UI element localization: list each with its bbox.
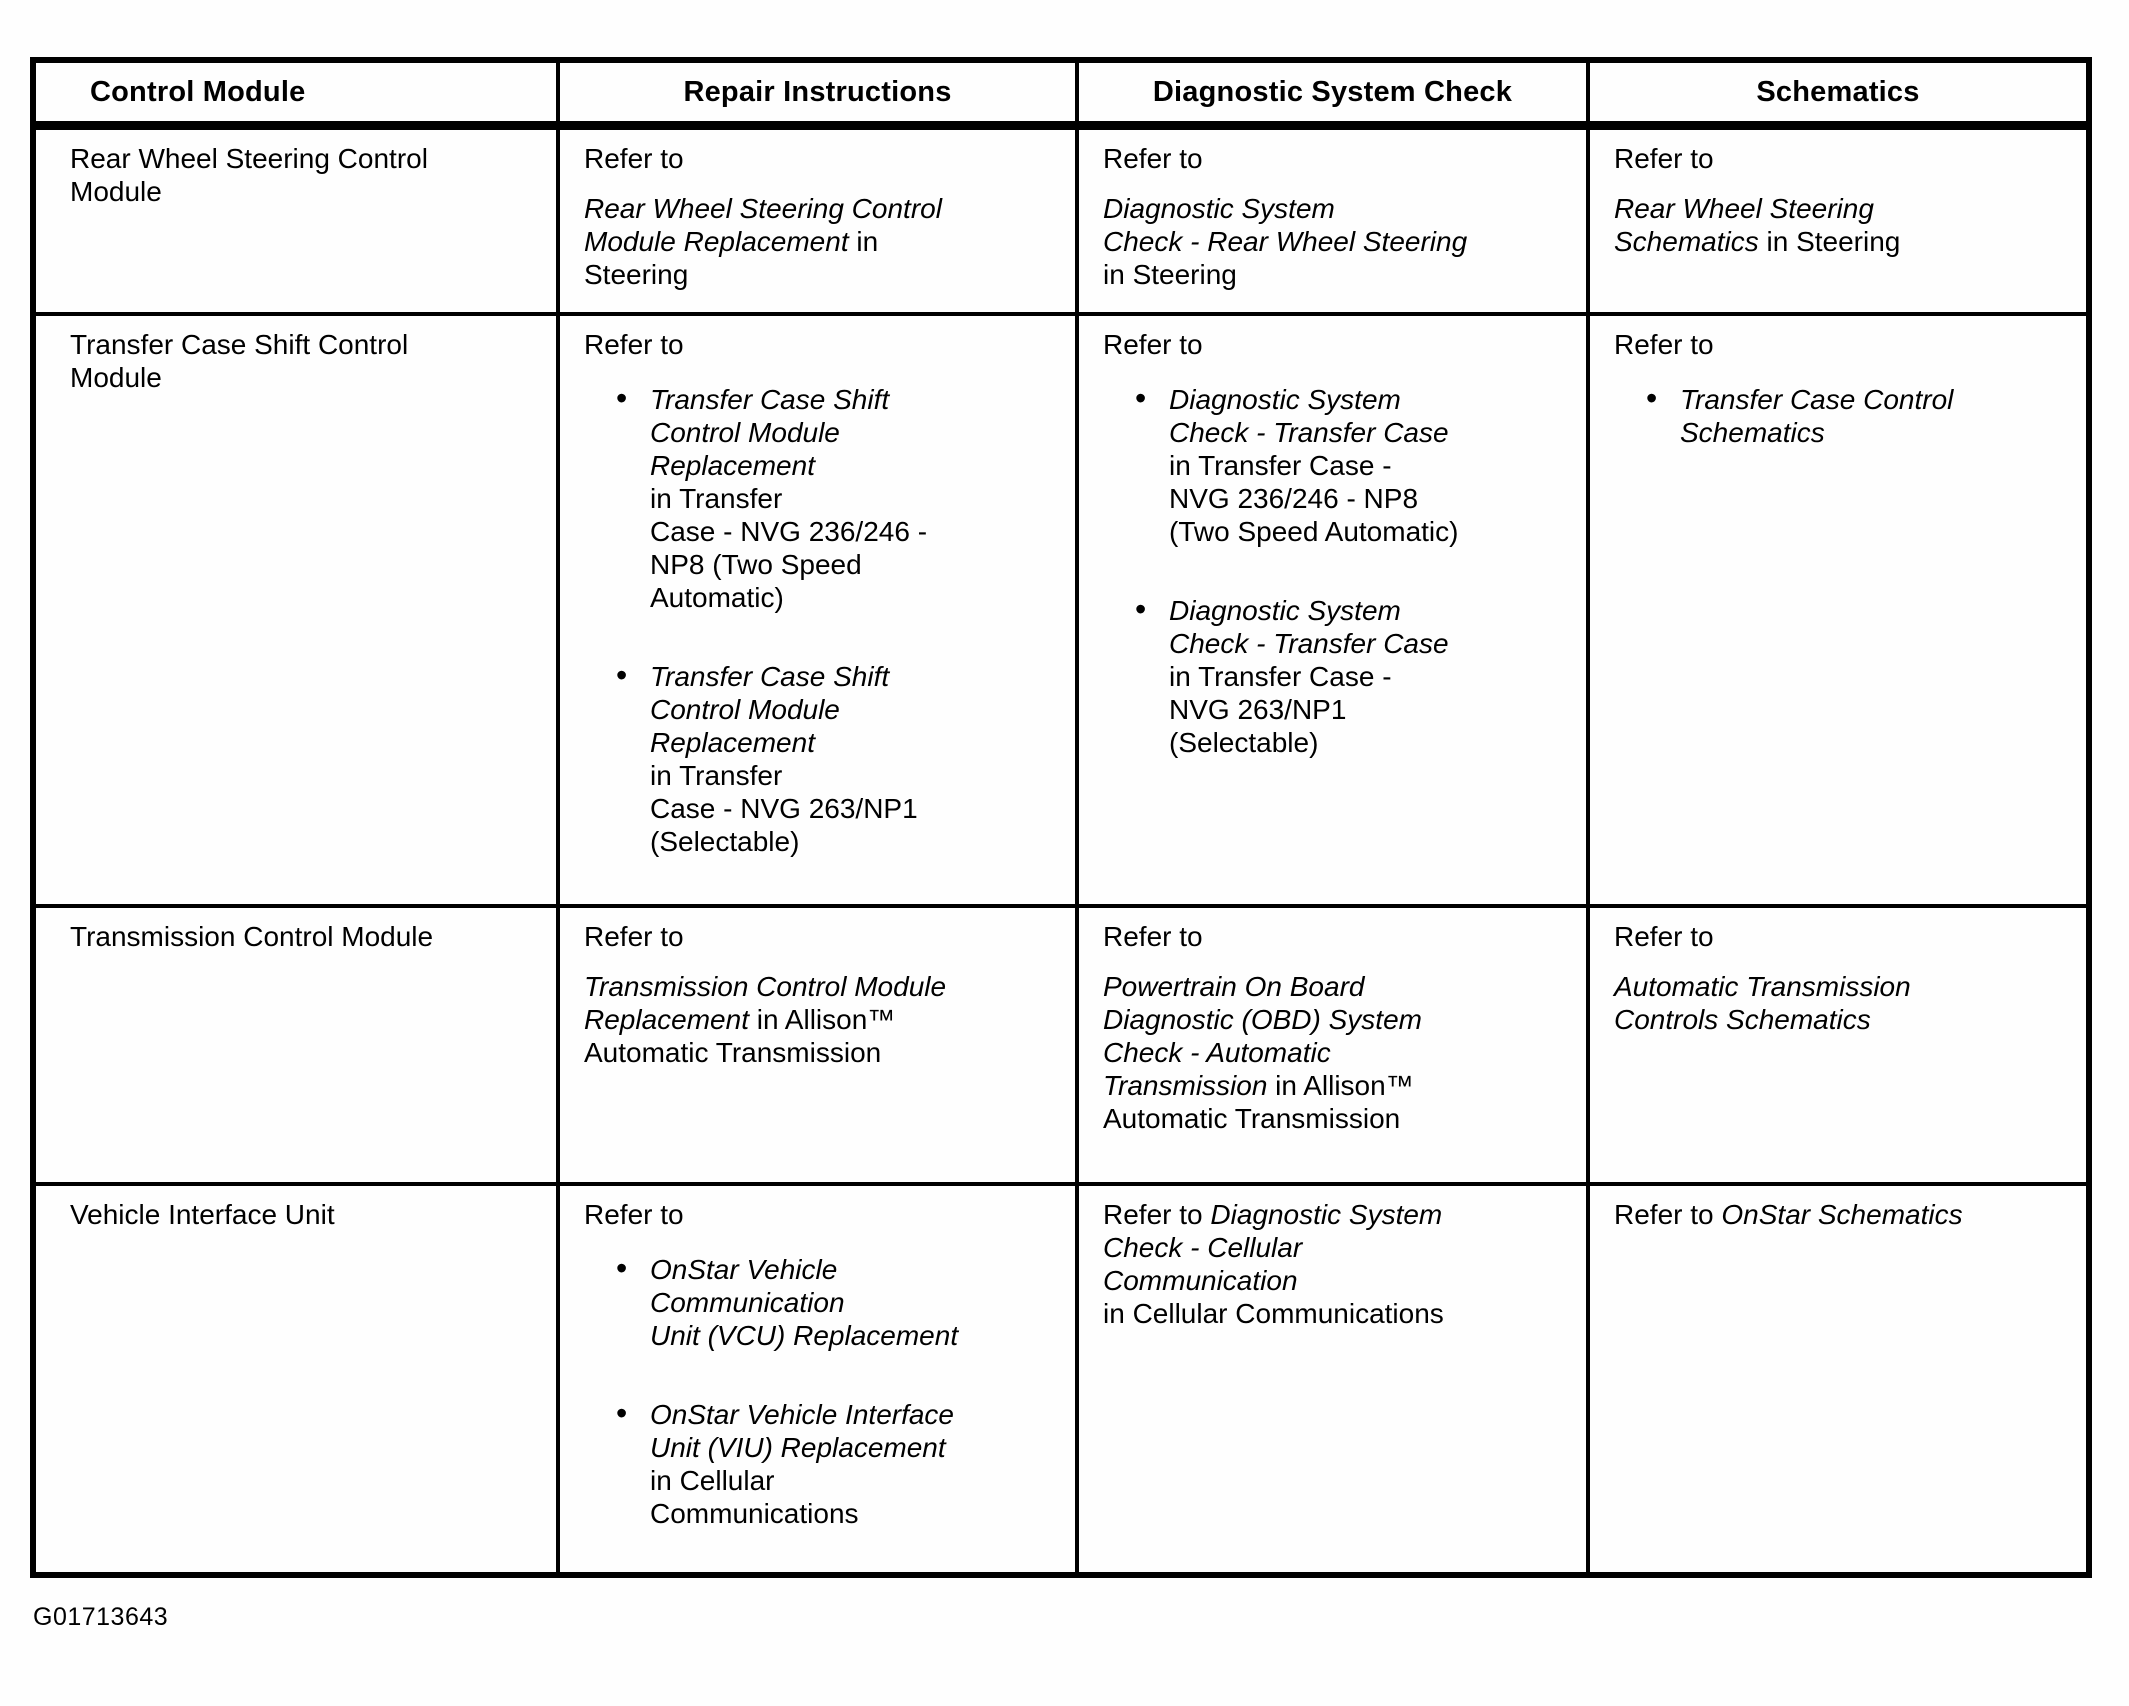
reference-location: in Allison™ Automatic Transmission	[584, 1004, 896, 1069]
cell-repair-instructions: Refer to Transfer Case Shift Control Mod…	[556, 312, 1079, 908]
table-row-transfer-case-shift: Transfer Case Shift Control Module Refer…	[31, 312, 2091, 908]
cell-diagnostic-system-check: Refer to Diagnostic System Check - Trans…	[1075, 312, 1590, 908]
reference-list: Diagnostic System Check - Transfer Case …	[1103, 380, 1568, 759]
refer-label: Refer to	[584, 921, 684, 952]
reference-location: in Transfer Case - NVG 263/NP1 (Selectab…	[1169, 661, 1392, 759]
refer-label: Refer to	[1614, 1199, 1722, 1230]
reference-title: OnStar Vehicle Communication Unit (VCU) …	[650, 1254, 959, 1352]
reference-item: Transfer Case Shift Control Module Repla…	[616, 657, 1057, 858]
table-row-rear-wheel-steering: Rear Wheel Steering Control Module Refer…	[31, 123, 2091, 316]
reference-location: in Steering	[1758, 226, 1901, 258]
module-name: Rear Wheel Steering Control Module	[70, 143, 428, 208]
reference-location: in Transfer Case - NVG 236/246 - NP8 (Tw…	[650, 483, 928, 614]
reference-title: OnStar Vehicle Interface Unit (VIU) Repl…	[650, 1399, 955, 1464]
refer-label: Refer to	[1614, 143, 1714, 174]
module-name: Vehicle Interface Unit	[70, 1199, 335, 1230]
column-header-repair-instructions: Repair Instructions	[556, 58, 1079, 130]
reference-location: in Transfer Case - NVG 263/NP1 (Selectab…	[650, 760, 918, 858]
reference-list: Transfer Case Shift Control Module Repla…	[584, 380, 1057, 858]
reference-location: in Cellular Communications	[1103, 1298, 1444, 1330]
cell-diagnostic-system-check: Refer to Powertrain On Board Diagnostic …	[1075, 904, 1590, 1186]
column-header-schematics: Schematics	[1586, 58, 2091, 130]
cell-diagnostic-system-check: Refer to Diagnostic System Check - Rear …	[1075, 123, 1590, 316]
table-row-vehicle-interface-unit: Vehicle Interface Unit Refer to OnStar V…	[31, 1182, 2091, 1577]
cell-schematics: Refer to Transfer Case Control Schematic…	[1586, 312, 2091, 908]
reference-item: OnStar Vehicle Interface Unit (VIU) Repl…	[616, 1395, 1057, 1530]
reference: Refer to OnStar Schematics	[1614, 1198, 2068, 1231]
refer-label: Refer to	[584, 329, 684, 360]
module-name: Transmission Control Module	[70, 921, 434, 952]
reference-title: OnStar Schematics	[1721, 1199, 1963, 1230]
refer-label: Refer to	[1103, 921, 1203, 952]
control-module-reference-table: Control Module Repair Instructions Diagn…	[30, 57, 2092, 1578]
reference-title: Transfer Case Control Schematics	[1680, 384, 1954, 449]
cell-module-name: Rear Wheel Steering Control Module	[31, 123, 560, 316]
reference-title: Diagnostic System Check - Cellular Commu…	[1103, 1199, 1443, 1297]
reference-item: Transfer Case Control Schematics	[1646, 380, 2068, 449]
cell-repair-instructions: Refer to Rear Wheel Steering Control Mod…	[556, 123, 1079, 316]
reference-title: Transmission Control Module Replacement	[584, 971, 947, 1036]
cell-schematics: Refer to Rear Wheel Steering Schematics …	[1586, 123, 2091, 316]
module-name: Transfer Case Shift Control Module	[70, 329, 409, 394]
reference-location: in Transfer Case - NVG 236/246 - NP8 (Tw…	[1169, 450, 1459, 548]
reference: Diagnostic System Check - Rear Wheel Ste…	[1103, 192, 1568, 291]
refer-label: Refer to	[1103, 1199, 1211, 1230]
refer-label: Refer to	[584, 143, 684, 174]
cell-schematics: Refer to OnStar Schematics	[1586, 1182, 2091, 1577]
reference-title: Transfer Case Shift Control Module Repla…	[650, 384, 890, 482]
reference-title: Rear Wheel Steering Schematics	[1614, 193, 1874, 258]
reference-title: Diagnostic System Check - Transfer Case	[1169, 384, 1449, 449]
reference-location: in Steering	[584, 226, 879, 291]
reference-title: Diagnostic System Check - Rear Wheel Ste…	[1103, 193, 1468, 258]
column-header-control-module: Control Module	[31, 58, 560, 130]
cell-repair-instructions: Refer to Transmission Control Module Rep…	[556, 904, 1079, 1186]
reference-item: Diagnostic System Check - Transfer Case …	[1135, 380, 1568, 548]
reference-title: Diagnostic System Check - Transfer Case	[1169, 595, 1449, 660]
cell-module-name: Vehicle Interface Unit	[31, 1182, 560, 1577]
reference-item: Diagnostic System Check - Transfer Case …	[1135, 591, 1568, 759]
reference-title: Powertrain On Board Diagnostic (OBD) Sys…	[1103, 971, 1422, 1102]
reference-location: in Cellular Communications	[650, 1465, 859, 1530]
refer-label: Refer to	[1103, 143, 1203, 174]
cell-schematics: Refer to Automatic Transmission Controls…	[1586, 904, 2091, 1186]
reference-item: OnStar Vehicle Communication Unit (VCU) …	[616, 1250, 1057, 1352]
cell-diagnostic-system-check: Refer to Diagnostic System Check - Cellu…	[1075, 1182, 1590, 1577]
reference: Refer to Diagnostic System Check - Cellu…	[1103, 1198, 1568, 1330]
refer-label: Refer to	[1103, 329, 1203, 360]
reference-location: in Allison™ Automatic Transmission	[1103, 1070, 1414, 1135]
column-header-diagnostic-system-check: Diagnostic System Check	[1075, 58, 1590, 130]
reference-title: Rear Wheel Steering Control Module Repla…	[584, 193, 942, 258]
reference: Automatic Transmission Controls Schemati…	[1614, 970, 2068, 1036]
reference: Powertrain On Board Diagnostic (OBD) Sys…	[1103, 970, 1568, 1135]
reference-item: Transfer Case Shift Control Module Repla…	[616, 380, 1057, 614]
reference-list: Transfer Case Control Schematics	[1614, 380, 2068, 449]
reference: Transmission Control Module Replacement …	[584, 970, 1057, 1069]
cell-module-name: Transmission Control Module	[31, 904, 560, 1186]
header-row: Control Module Repair Instructions Diagn…	[31, 58, 2091, 130]
cell-module-name: Transfer Case Shift Control Module	[31, 312, 560, 908]
reference-title: Automatic Transmission Controls Schemati…	[1614, 971, 1911, 1036]
reference-list: OnStar Vehicle Communication Unit (VCU) …	[584, 1250, 1057, 1530]
refer-label: Refer to	[584, 1199, 684, 1230]
table-row-transmission-control: Transmission Control Module Refer to Tra…	[31, 904, 2091, 1186]
refer-label: Refer to	[1614, 329, 1714, 360]
reference: Rear Wheel Steering Control Module Repla…	[584, 192, 1057, 291]
cell-repair-instructions: Refer to OnStar Vehicle Communication Un…	[556, 1182, 1079, 1577]
refer-label: Refer to	[1614, 921, 1714, 952]
figure-id: G01713643	[33, 1603, 169, 1631]
reference-title: Transfer Case Shift Control Module Repla…	[650, 661, 890, 759]
reference: Rear Wheel Steering Schematics in Steeri…	[1614, 192, 2068, 258]
reference-location: in Steering	[1103, 259, 1237, 291]
